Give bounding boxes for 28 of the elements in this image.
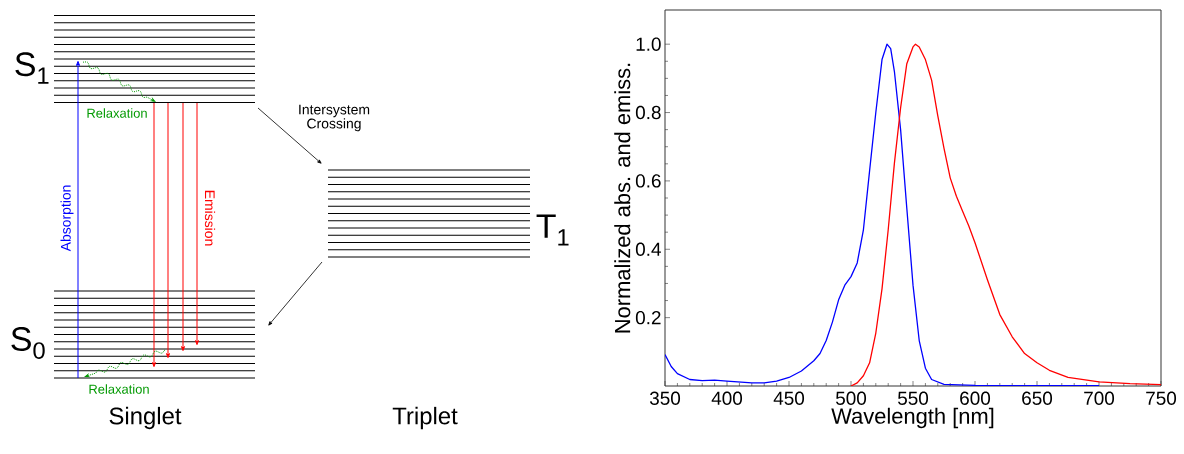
x-tick-label: 700 [1084,391,1115,405]
text: Absorption [60,185,74,252]
x-tick-label: 650 [1022,391,1053,405]
text: Emission [204,190,216,246]
text: Relaxation [89,384,149,394]
text: Triplet [392,406,458,430]
text: Intersystem Crossing [299,104,370,132]
y-axis-title: Normalized abs. and emiss. [614,63,631,333]
text: S$_{0}$ [11,327,45,359]
text: S$_{1}$ [15,52,49,84]
x-tick-label: 350 [649,391,681,405]
x-tick-label: 450 [773,391,805,405]
y-tick-label: 1.0 [636,37,661,51]
text: T$_{1}$ [536,214,569,246]
x-tick-label: 600 [960,391,991,405]
line-series [850,43,1162,386]
text: Singlet [109,406,182,430]
x-tick-label: 550 [897,391,929,405]
y-tick-label: 0.6 [635,174,661,188]
x-tick-label: 400 [711,391,743,405]
x-tick-label: 500 [835,391,867,405]
x-axis-title: Wavelength [nm] [831,407,994,429]
text: Relaxation [87,108,147,118]
y-tick-label: 0.8 [635,105,661,120]
x-tick-label: 750 [1146,391,1177,405]
y-tick-label: 0.4 [635,242,661,256]
y-tick-label: 0.2 [635,310,661,325]
line-series [665,43,1100,386]
